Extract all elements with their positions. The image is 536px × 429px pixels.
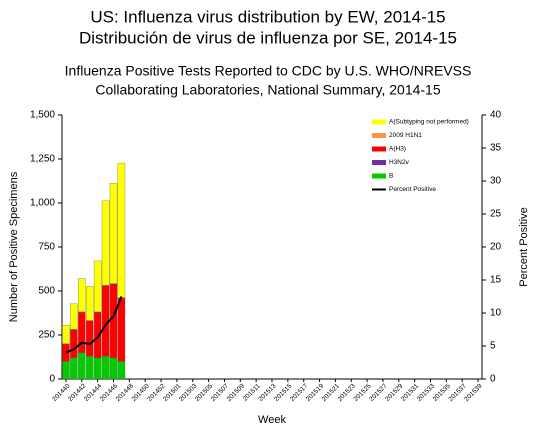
line — [65, 296, 123, 354]
legend-label: B — [389, 173, 393, 180]
y-tick-label: 1,000 — [30, 198, 55, 209]
chart-title: Collaborating Laboratories, National Sum… — [95, 82, 440, 98]
y-tick-label: 1,500 — [30, 110, 55, 121]
legend-label: Percent Positive — [389, 186, 436, 193]
legend-swatch — [372, 160, 386, 165]
y-axis-label: Number of Positive Specimens — [8, 171, 20, 322]
legend-label: H3N2v — [389, 159, 410, 166]
legend-label: 2009 H1N1 — [389, 132, 422, 139]
chart-title: Influenza Positive Tests Reported to CDC… — [65, 63, 472, 79]
bar-segment — [109, 357, 118, 380]
y2-tick-label: 35 — [490, 143, 502, 154]
bar-segment — [78, 278, 86, 313]
bar-segment — [117, 162, 126, 298]
legend-swatch — [372, 146, 386, 152]
bar-segment — [109, 183, 118, 284]
y-tick-label: 750 — [38, 242, 55, 253]
y2-tick-label: 0 — [490, 374, 496, 385]
y-tick-label: 0 — [49, 374, 55, 385]
y2-axis-label: Percent Positive — [518, 207, 530, 286]
bar-segment — [62, 325, 70, 344]
legend-label: A(Subtyping not performed) — [389, 119, 469, 126]
y2-tick-label: 15 — [490, 275, 502, 286]
legend-swatch — [372, 173, 386, 179]
bar-segment — [70, 303, 78, 330]
bar-segment — [86, 320, 94, 357]
y2-tick-label: 20 — [490, 242, 502, 253]
legend-swatch — [372, 119, 386, 125]
y2-tick-label: 5 — [490, 341, 496, 352]
bar-segment — [62, 361, 70, 380]
x-tick-label: 201539 — [463, 382, 484, 403]
y2-tick-label: 40 — [490, 110, 502, 121]
y-tick-label: 250 — [38, 330, 55, 341]
y2-tick-label: 10 — [490, 308, 502, 319]
y-tick-label: 500 — [38, 286, 55, 297]
y2-tick-label: 30 — [490, 176, 502, 187]
y2-tick-label: 25 — [490, 209, 502, 220]
bar-segment — [78, 352, 86, 380]
heading: US: Influenza virus distribution by EW, … — [90, 7, 445, 26]
bar-segment — [70, 357, 78, 380]
bar-segment — [93, 357, 102, 380]
bar-segment — [101, 200, 110, 286]
bar-segment — [70, 329, 78, 359]
legend-label: A(H3) — [389, 146, 406, 153]
bar-segment — [109, 283, 118, 359]
x-axis-label: Week — [258, 414, 286, 426]
legend-swatch — [372, 133, 386, 138]
y-tick-label: 1,250 — [30, 154, 55, 165]
heading: Distribución de virus de influenza por S… — [79, 28, 457, 47]
bar-segment — [86, 286, 94, 321]
bar-segment — [117, 297, 126, 362]
bar-segment — [93, 260, 102, 313]
bar-segment — [86, 355, 94, 380]
bar-segment — [117, 361, 126, 380]
bar-segment — [78, 311, 86, 353]
bar-segment — [101, 355, 110, 380]
